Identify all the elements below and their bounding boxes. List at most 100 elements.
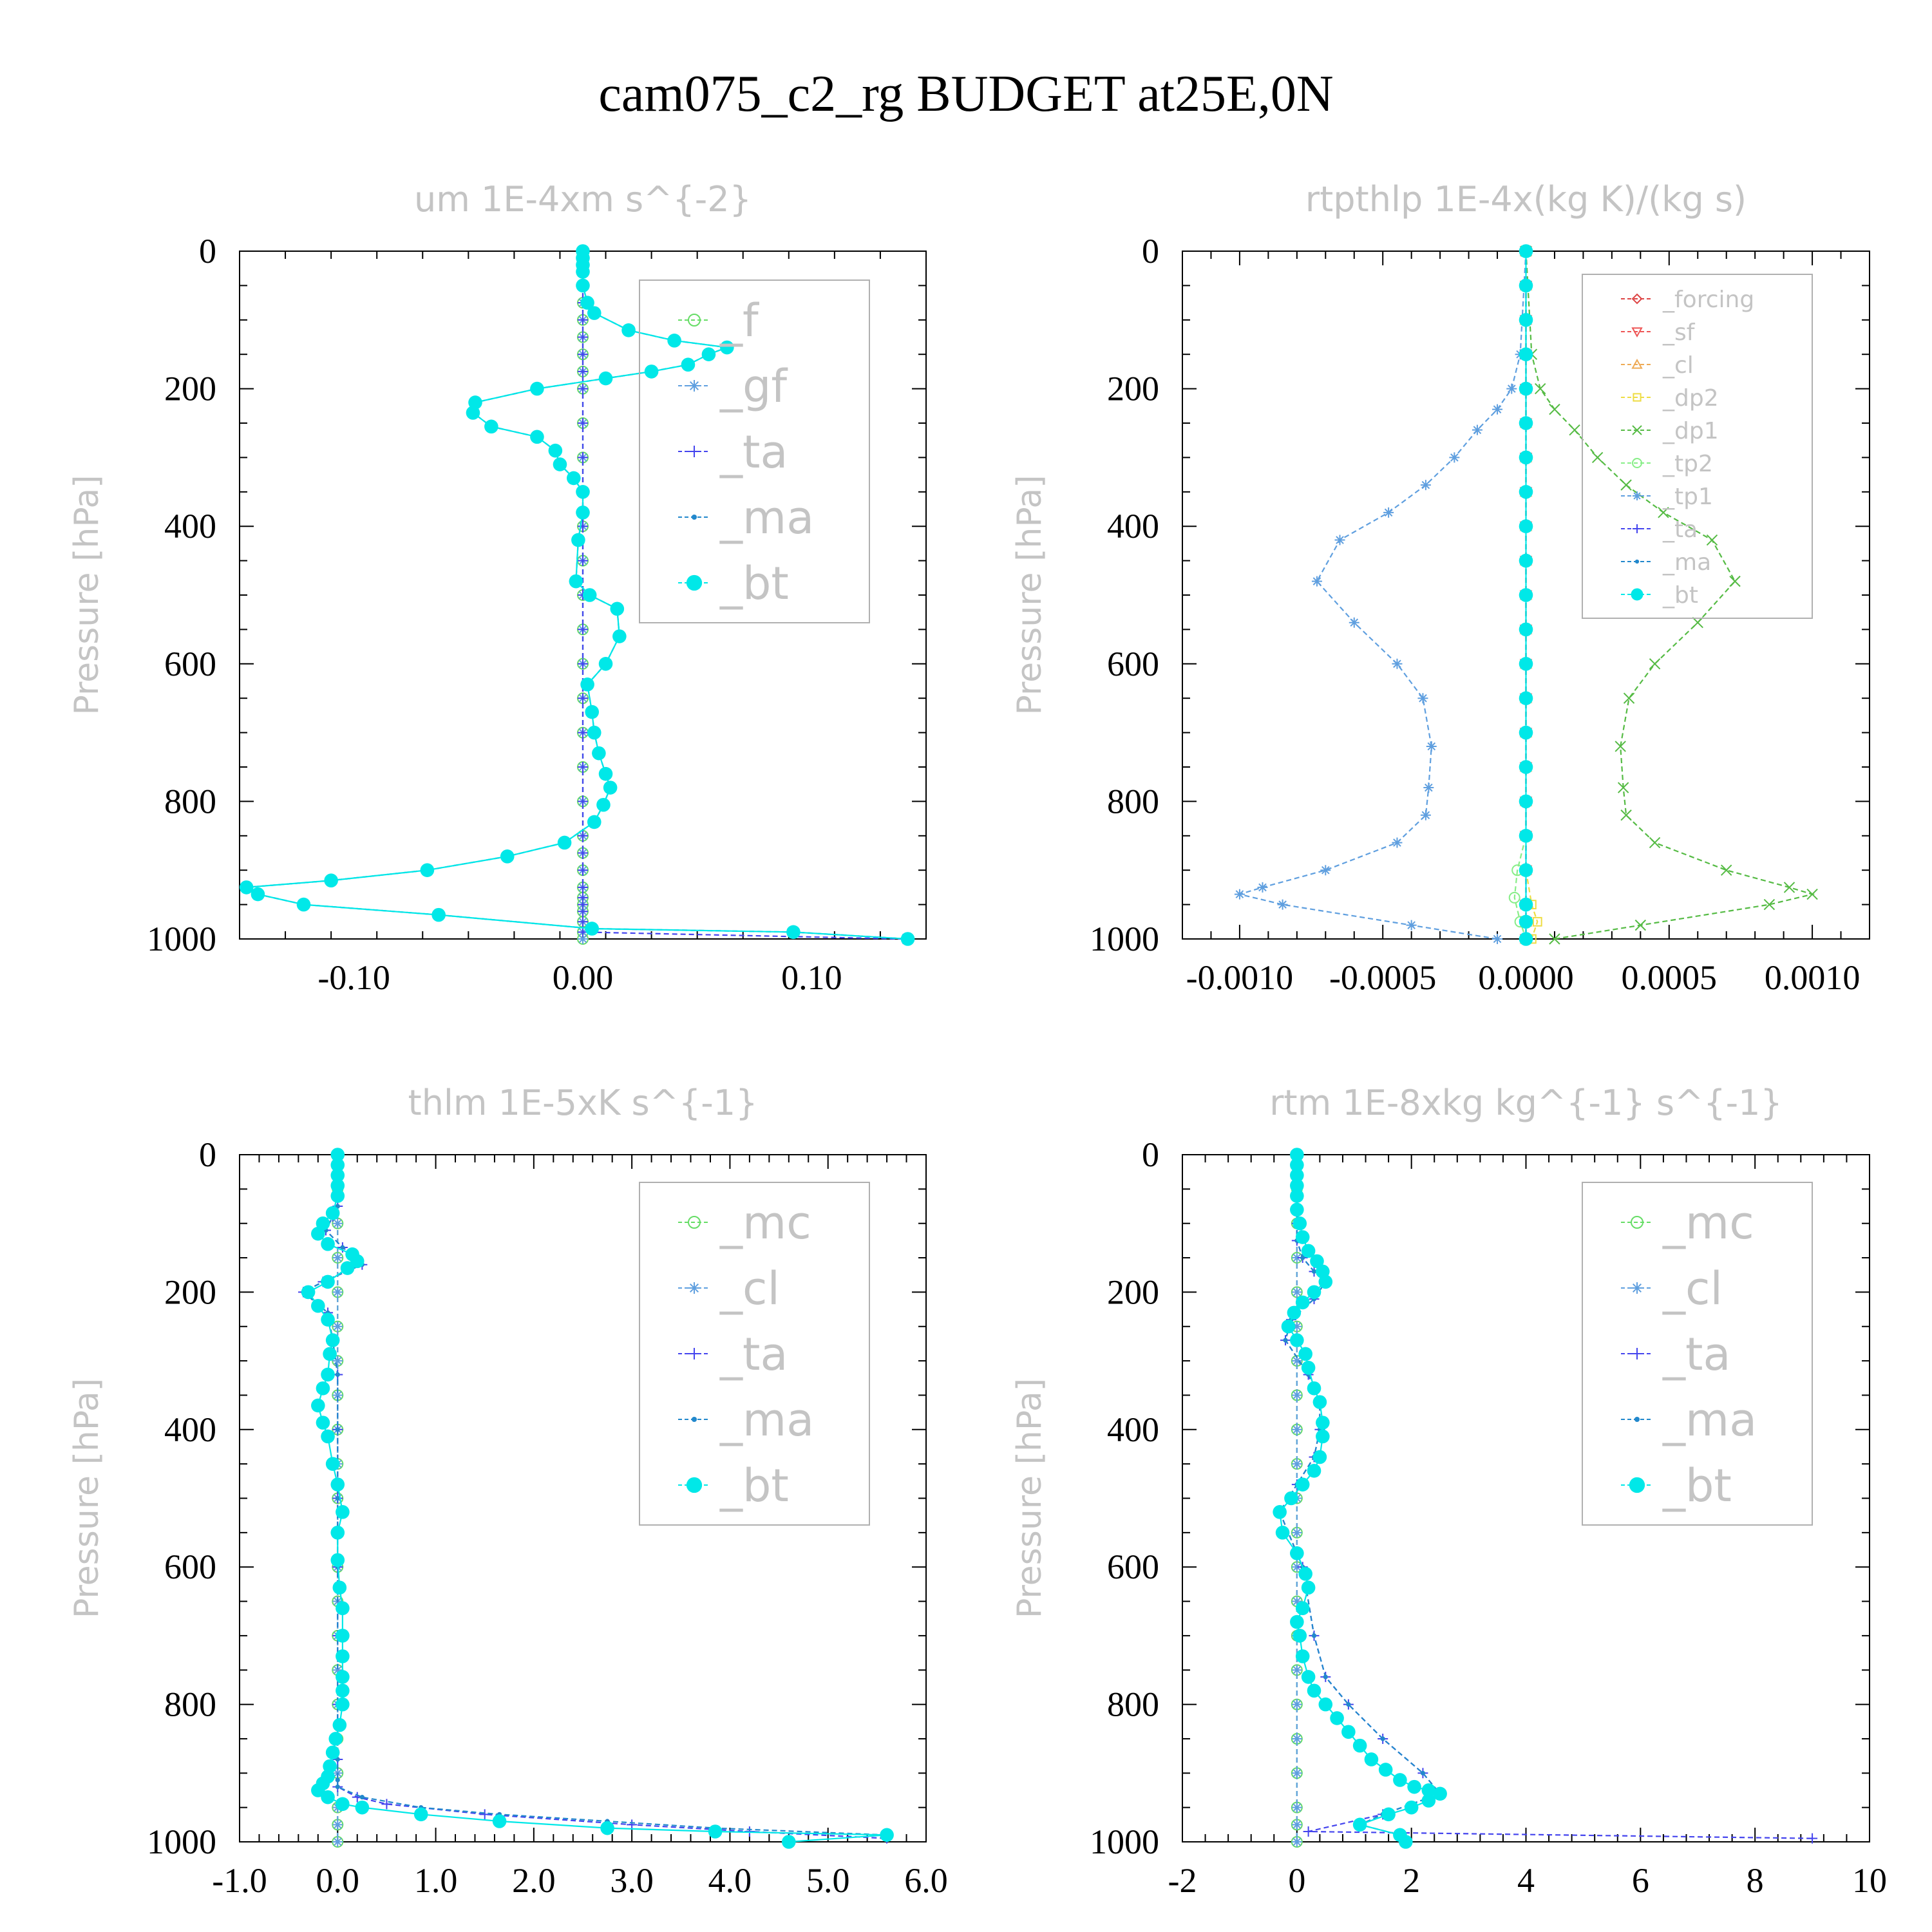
data-point <box>359 1795 365 1800</box>
data-point <box>603 781 618 795</box>
legend-label: _dp2 <box>1662 385 1719 412</box>
data-point <box>1281 1319 1296 1334</box>
data-point <box>578 366 588 377</box>
data-point <box>578 521 588 532</box>
data-point <box>332 1819 343 1830</box>
data-point <box>350 1254 365 1269</box>
data-point <box>1291 1802 1302 1813</box>
y-tick-label: 200 <box>1107 1273 1159 1311</box>
series_bt <box>1273 1148 1447 1849</box>
y-axis-label: Pressure [hPa] <box>68 1378 106 1618</box>
series-group <box>239 244 915 946</box>
data-point <box>332 1580 347 1595</box>
data-point <box>1519 278 1533 293</box>
data-point <box>325 1745 340 1760</box>
data-point <box>1519 657 1533 671</box>
data-point <box>330 1526 345 1540</box>
y-tick-label: 800 <box>164 782 216 820</box>
x-tick-label: 6.0 <box>904 1861 948 1900</box>
x-tick-label: 0.0010 <box>1765 958 1861 997</box>
data-point <box>1291 1768 1302 1779</box>
data-point <box>1298 1347 1312 1361</box>
data-point <box>576 506 590 520</box>
series-line <box>1236 251 1527 940</box>
legend-label: _gf <box>719 360 788 413</box>
data-point <box>1307 1464 1321 1478</box>
x-tick-label: 0 <box>1288 1861 1305 1900</box>
data-point <box>336 1649 350 1663</box>
data-point <box>566 471 581 486</box>
legend-entry: _cl <box>1621 1262 1723 1315</box>
data-point <box>335 1427 340 1432</box>
series-group <box>298 1148 894 1849</box>
data-point <box>311 1298 325 1313</box>
series_tp1 <box>1234 246 1531 944</box>
data-point <box>580 677 594 692</box>
data-point <box>479 1809 490 1820</box>
data-point <box>1283 1338 1288 1343</box>
series-line <box>302 1155 887 1836</box>
data-point <box>1290 1546 1304 1560</box>
data-point <box>578 934 588 944</box>
x-tick-label: 4.0 <box>708 1861 752 1900</box>
data-point <box>1472 424 1482 435</box>
legend-label: _bt <box>1662 1459 1732 1512</box>
data-point <box>1519 863 1533 877</box>
data-point <box>1291 1253 1302 1264</box>
data-point <box>1295 1477 1310 1492</box>
data-point <box>1291 1527 1302 1538</box>
data-point <box>1291 1321 1302 1332</box>
data-point <box>1330 1711 1344 1725</box>
legend-label: _tp2 <box>1662 451 1713 477</box>
legend-entry: _mc <box>678 1197 811 1249</box>
data-point <box>1341 1725 1356 1739</box>
data-point <box>332 1321 343 1332</box>
data-point <box>1291 1424 1302 1435</box>
y-axis-label: Pressure [hPa] <box>1010 1378 1049 1618</box>
legend: _forcing _sf _cl _dp2 _dp1 _tp2 _tp1 _ta _ma _bt <box>1582 274 1813 619</box>
x-tick-label: 0.00 <box>553 958 614 997</box>
y-tick-label: 0 <box>199 1135 216 1174</box>
data-point <box>1290 1148 1304 1162</box>
data-point <box>585 922 600 936</box>
data-point <box>1301 1670 1316 1684</box>
data-point <box>332 1356 343 1367</box>
data-point <box>1307 1683 1321 1698</box>
data-point <box>1421 1794 1436 1808</box>
data-point <box>1291 1287 1302 1298</box>
data-point <box>610 601 625 616</box>
data-point <box>239 880 254 895</box>
legend-label: _tp1 <box>1662 484 1713 510</box>
legend-label: _cl <box>1662 352 1694 379</box>
data-point <box>1763 898 1776 911</box>
data-point <box>413 1807 428 1822</box>
data-point <box>612 629 627 643</box>
legend-entry: _ta <box>678 1328 788 1381</box>
legend-entry: _f <box>678 294 759 347</box>
data-point <box>330 1179 345 1193</box>
data-point <box>1291 1596 1302 1607</box>
data-point <box>578 830 588 841</box>
y-tick-label: 800 <box>1107 782 1159 820</box>
data-point <box>578 658 588 669</box>
data-point <box>1421 1783 1436 1797</box>
data-point <box>1307 1285 1321 1300</box>
data-point <box>251 887 265 902</box>
data-point <box>1492 934 1503 944</box>
y-tick-label: 600 <box>1107 645 1159 683</box>
y-tick-label: 800 <box>164 1685 216 1724</box>
y-tick-label: 0 <box>199 232 216 270</box>
legend-entry: _sf <box>1621 319 1696 346</box>
data-point <box>1301 1360 1316 1375</box>
y-tick-label: 600 <box>1107 1548 1159 1586</box>
data-point <box>1273 1505 1287 1519</box>
series_ta <box>298 1150 893 1844</box>
y-tick-label: 400 <box>1107 507 1159 545</box>
series_bt <box>1519 244 1533 946</box>
y-tick-label: 0 <box>1142 1135 1159 1174</box>
data-point <box>578 383 588 394</box>
data-point <box>1649 658 1661 670</box>
data-point <box>336 1601 350 1616</box>
data-point <box>1519 914 1533 929</box>
data-point <box>1234 889 1245 900</box>
